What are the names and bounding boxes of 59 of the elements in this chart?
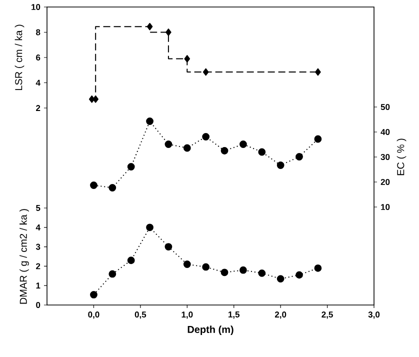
point — [108, 184, 116, 192]
x-tick-label: 2,0 — [274, 312, 286, 319]
y-axis-title: LSR ( cm / ka ) — [14, 24, 24, 90]
y-tick-label: 3 — [36, 244, 40, 250]
y-tick-label: 4 — [36, 80, 40, 86]
point — [220, 147, 228, 154]
y2-tick-label: 30 — [380, 154, 390, 160]
point — [314, 135, 322, 143]
point — [183, 144, 191, 152]
x-tick-label: 1,0 — [182, 312, 193, 319]
y-tick-label: 6 — [36, 54, 40, 61]
y2-axis-title: EC ( % ) — [396, 138, 406, 176]
y2-tick-label: 10 — [381, 204, 390, 210]
point — [127, 163, 135, 170]
point — [166, 28, 172, 36]
y-tick-label: 10 — [32, 4, 40, 10]
point — [146, 22, 153, 30]
x-tick-label: 2,5 — [322, 312, 333, 319]
point — [240, 266, 247, 274]
x-tick-label: 3,0 — [368, 312, 380, 319]
point — [276, 275, 284, 283]
point — [315, 68, 321, 76]
x-tick-label: 1,5 — [228, 312, 240, 319]
x-tick-label: 0,5 — [134, 312, 146, 319]
point — [90, 182, 98, 189]
point — [258, 148, 266, 156]
point — [164, 243, 172, 250]
y-tick-label: 2 — [36, 263, 40, 270]
point — [146, 118, 154, 125]
y-axis-title: DMAR ( g / cm2 / ka ) — [20, 209, 29, 304]
y2-tick-label: 20 — [380, 179, 390, 186]
point — [183, 260, 191, 268]
point — [276, 162, 284, 169]
x-tick-label: 0,0 — [88, 312, 100, 319]
y-tick-label: 1 — [36, 282, 40, 289]
y-tick-label: 5 — [36, 205, 40, 211]
point — [108, 270, 116, 278]
point — [220, 268, 228, 276]
point — [127, 256, 135, 264]
point — [296, 271, 303, 279]
point — [90, 291, 98, 298]
point — [164, 140, 172, 148]
point — [314, 264, 322, 272]
point — [92, 95, 98, 103]
x-axis-title: Depth (m) — [188, 326, 234, 335]
y-tick-label: 2 — [36, 105, 40, 111]
point — [184, 55, 190, 62]
point — [202, 68, 209, 76]
y-tick-label: 4 — [36, 224, 40, 230]
point — [240, 140, 247, 148]
y2-tick-label: 40 — [380, 128, 390, 136]
point — [202, 263, 210, 271]
point — [258, 269, 266, 277]
point — [146, 224, 154, 232]
y-tick-label: 0 — [36, 302, 40, 308]
point — [202, 133, 210, 140]
point — [296, 153, 303, 160]
y-tick-label: 8 — [36, 29, 40, 36]
y2-tick-label: 50 — [380, 104, 390, 110]
